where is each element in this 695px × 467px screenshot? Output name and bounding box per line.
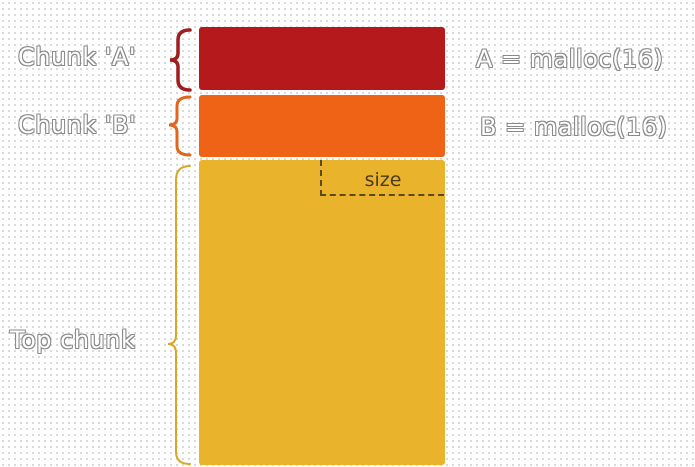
top-chunk-brace-icon <box>167 165 191 465</box>
malloc-a-code: A = malloc(16) <box>476 45 664 73</box>
chunk-b-brace-icon <box>168 95 192 157</box>
size-field-box: size <box>320 160 444 196</box>
size-field-label: size <box>364 169 402 191</box>
chunk-a-block <box>199 27 445 90</box>
malloc-b-code: B = malloc(16) <box>480 113 668 141</box>
top-chunk-block: size <box>199 160 445 465</box>
chunk-a-brace-icon <box>169 28 192 92</box>
chunk-a-label: Chunk 'A' <box>18 43 137 71</box>
top-chunk-label: Top chunk <box>10 326 136 354</box>
chunk-b-block <box>199 95 445 157</box>
chunk-b-label: Chunk 'B' <box>18 111 137 139</box>
